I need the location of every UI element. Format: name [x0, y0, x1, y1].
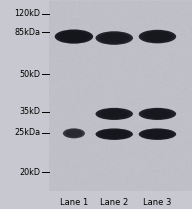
Ellipse shape [95, 31, 133, 45]
Text: Lane 3: Lane 3 [143, 198, 172, 207]
Ellipse shape [98, 129, 130, 139]
Ellipse shape [139, 30, 176, 43]
Ellipse shape [139, 128, 176, 140]
Ellipse shape [63, 128, 85, 138]
Ellipse shape [101, 130, 127, 138]
Ellipse shape [58, 31, 90, 43]
Text: Lane 2: Lane 2 [100, 198, 128, 207]
Text: 35kD: 35kD [19, 107, 40, 116]
Text: 85kDa: 85kDa [14, 28, 40, 37]
Ellipse shape [55, 29, 93, 44]
Ellipse shape [101, 33, 127, 43]
Ellipse shape [144, 32, 170, 41]
Ellipse shape [60, 32, 87, 42]
FancyBboxPatch shape [49, 1, 192, 191]
Text: 120kD: 120kD [14, 9, 40, 18]
Ellipse shape [142, 31, 173, 42]
Ellipse shape [144, 130, 170, 138]
Ellipse shape [139, 108, 176, 120]
Text: Lane 1: Lane 1 [60, 198, 88, 207]
Ellipse shape [142, 129, 173, 139]
Ellipse shape [95, 128, 133, 140]
Ellipse shape [142, 109, 173, 119]
Text: 20kD: 20kD [19, 168, 40, 177]
Ellipse shape [95, 108, 133, 120]
Ellipse shape [101, 110, 127, 118]
Text: 50kD: 50kD [19, 70, 40, 79]
Ellipse shape [98, 109, 130, 119]
Ellipse shape [66, 130, 82, 137]
Text: 25kDa: 25kDa [14, 128, 40, 137]
Ellipse shape [65, 129, 83, 138]
Ellipse shape [98, 32, 130, 44]
Ellipse shape [144, 110, 170, 118]
